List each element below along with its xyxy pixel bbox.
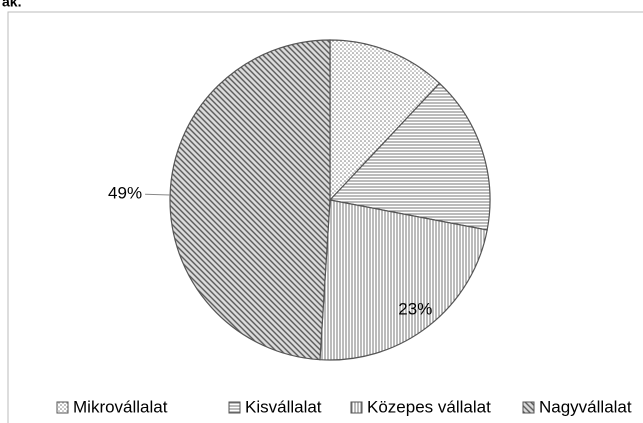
pie-slice <box>169 39 331 361</box>
legend-label: Közepes vállalat <box>367 397 491 416</box>
legend-swatch <box>56 401 69 414</box>
data-label: 23% <box>398 299 432 318</box>
pie-slice <box>319 199 488 361</box>
legend-label: Nagyvállalat <box>539 397 632 416</box>
pie-slice <box>329 39 441 202</box>
legend-swatch <box>522 401 535 414</box>
legend-label: Kisvállalat <box>245 397 322 416</box>
cut-caption: ak. <box>2 0 21 10</box>
legend-label: Mikrovállalat <box>73 397 168 416</box>
legend-swatch <box>350 401 363 414</box>
pie-slice <box>328 82 491 231</box>
legend-swatch <box>228 401 241 414</box>
leader-line <box>145 193 171 196</box>
data-label: 49% <box>108 184 142 203</box>
